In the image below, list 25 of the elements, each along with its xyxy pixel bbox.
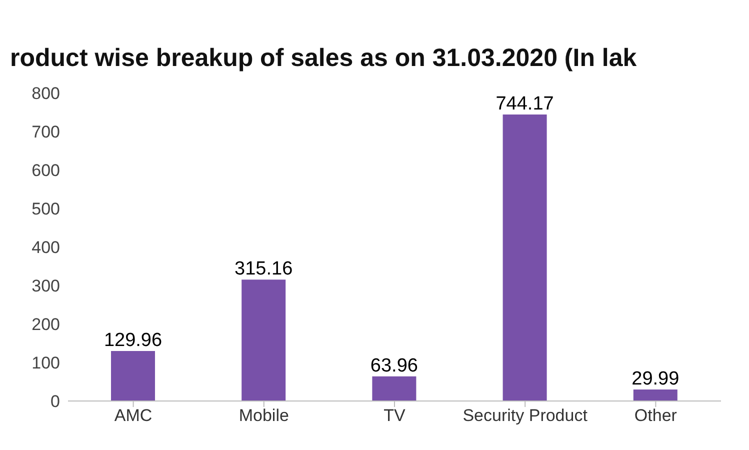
chart-title: roduct wise breakup of sales as on 31.03.2020 (In lak — [9, 43, 638, 73]
y-tick-label: 800 — [32, 84, 60, 104]
x-tick-label: Security Product — [462, 406, 588, 426]
bar — [372, 376, 416, 401]
x-tick-label: Other — [634, 406, 678, 426]
bar — [502, 114, 547, 401]
x-tick-label: Mobile — [238, 406, 289, 426]
bar — [242, 280, 286, 401]
y-tick-label: 100 — [32, 354, 60, 373]
x-tick-label: AMC — [114, 406, 152, 426]
y-tick-label: 600 — [32, 161, 60, 180]
bar — [633, 389, 678, 401]
data-label: 63.96 — [370, 355, 418, 376]
y-tick-label: 300 — [32, 276, 60, 296]
data-label: 29.99 — [632, 368, 680, 390]
y-tick-label: 400 — [32, 238, 60, 258]
y-tick-label: 0 — [50, 392, 60, 412]
bar — [111, 350, 155, 401]
data-label: 315.16 — [234, 258, 293, 280]
y-tick-label: 700 — [32, 122, 60, 142]
data-label: 744.17 — [496, 93, 554, 114]
x-tick-label: TV — [384, 406, 406, 426]
y-tick-label: 500 — [32, 200, 60, 219]
data-label: 129.96 — [104, 330, 162, 351]
y-tick-label: 200 — [32, 315, 60, 334]
